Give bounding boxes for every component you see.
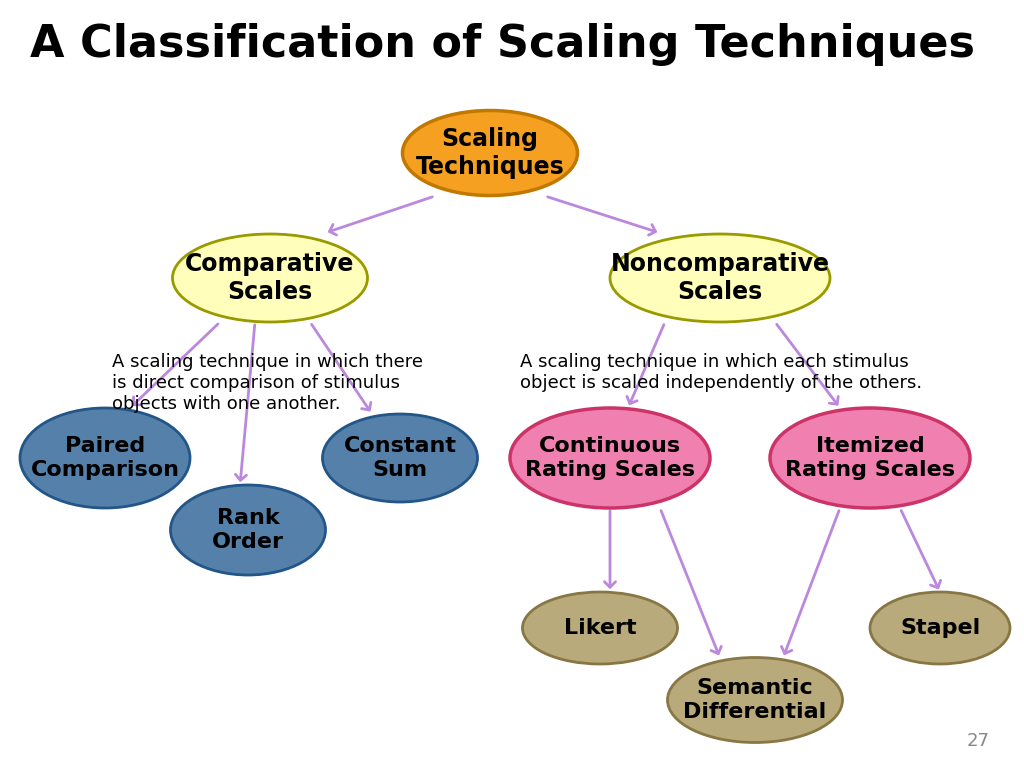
- Text: Paired
Comparison: Paired Comparison: [31, 436, 179, 479]
- Ellipse shape: [610, 234, 830, 322]
- Text: Itemized
Rating Scales: Itemized Rating Scales: [785, 436, 955, 479]
- Ellipse shape: [323, 414, 477, 502]
- Text: Comparative
Scales: Comparative Scales: [185, 252, 354, 304]
- Text: 27: 27: [967, 732, 990, 750]
- Ellipse shape: [402, 111, 578, 196]
- Text: A scaling technique in which each stimulus
object is scaled independently of the: A scaling technique in which each stimul…: [520, 353, 923, 392]
- Ellipse shape: [522, 592, 678, 664]
- Ellipse shape: [172, 234, 368, 322]
- Text: Rank
Order: Rank Order: [212, 508, 284, 551]
- Ellipse shape: [171, 485, 326, 575]
- Ellipse shape: [20, 408, 190, 508]
- Text: Scaling
Techniques: Scaling Techniques: [416, 127, 564, 179]
- Text: A scaling technique in which there
is direct comparison of stimulus
objects with: A scaling technique in which there is di…: [112, 353, 423, 412]
- Ellipse shape: [668, 657, 843, 743]
- Text: Noncomparative
Scales: Noncomparative Scales: [610, 252, 829, 304]
- Text: Likert: Likert: [563, 618, 636, 638]
- Text: Semantic
Differential: Semantic Differential: [683, 678, 826, 722]
- Text: A Classification of Scaling Techniques: A Classification of Scaling Techniques: [30, 23, 975, 66]
- Ellipse shape: [510, 408, 710, 508]
- Ellipse shape: [870, 592, 1010, 664]
- Text: Constant
Sum: Constant Sum: [343, 436, 457, 479]
- Text: Continuous
Rating Scales: Continuous Rating Scales: [525, 436, 695, 479]
- Ellipse shape: [770, 408, 970, 508]
- Text: Stapel: Stapel: [900, 618, 980, 638]
